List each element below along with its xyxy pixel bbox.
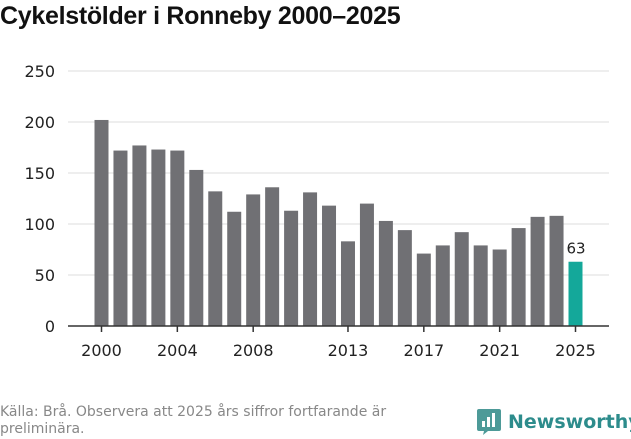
bar [132,145,147,326]
x-tick-label: 2013 [328,341,369,360]
data-label: 63 [566,240,585,258]
newsworthy-logo: Newsworthy [476,407,631,437]
bar [246,194,261,326]
bar [151,149,166,326]
bar [568,261,583,326]
source-note: Källa: Brå. Observera att 2025 års siffr… [0,404,387,437]
bar [340,241,355,326]
y-tick-label: 50 [35,266,55,285]
x-tick-label: 2004 [157,341,198,360]
bar [113,150,128,326]
bar [208,191,223,326]
x-tick-label: 2021 [479,341,520,360]
bar [454,232,469,326]
bar [549,215,564,326]
x-tick-label: 2025 [555,341,596,360]
bar [94,119,109,327]
y-tick-label: 100 [24,215,55,234]
bar [189,169,204,326]
bar [227,211,242,326]
bar-chart: 0 50 100 150 200 250 63 2000 2004 2008 2013 2017 202… [24,62,609,360]
bar [284,210,299,326]
y-tick-label: 0 [45,317,55,336]
bar [416,253,431,326]
y-tick-label: 250 [24,62,55,81]
bar [170,150,185,326]
bar [265,187,280,326]
newsworthy-logo-text: Newsworthy [508,411,631,433]
bar [397,230,412,326]
bar [530,216,545,326]
bar [303,192,318,326]
x-tick-label: 2000 [81,341,122,360]
x-tick-label: 2008 [233,341,274,360]
y-tick-label: 150 [24,164,55,183]
bar [435,245,450,326]
bar [492,249,507,326]
bar [511,228,526,326]
bar [378,220,393,326]
bar [322,205,337,326]
chart-title: Cykelstölder i Ronneby 2000–2025 [0,2,401,30]
newsworthy-logo-icon [477,409,501,435]
x-tick-label: 2017 [403,341,444,360]
y-tick-label: 200 [24,113,55,132]
bar [473,245,488,326]
bar [359,203,374,326]
